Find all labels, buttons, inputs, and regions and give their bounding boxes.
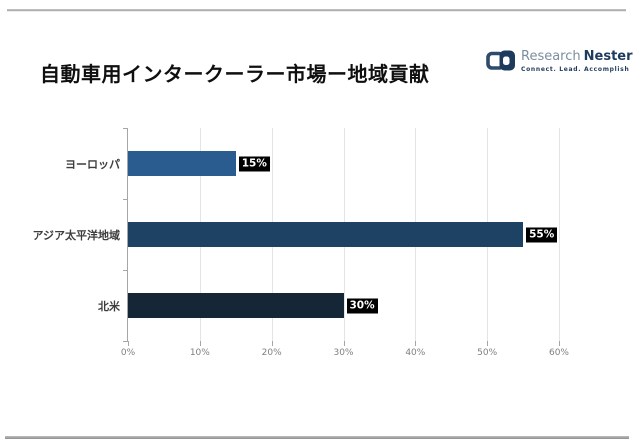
bar: 55% bbox=[128, 222, 558, 247]
x-axis-tick bbox=[559, 341, 560, 346]
category-label: アジア太平洋地域 bbox=[32, 228, 120, 242]
y-axis-tick bbox=[123, 341, 128, 342]
top-divider bbox=[7, 9, 626, 11]
logo-brand-research: Research bbox=[521, 49, 581, 64]
y-axis-tick bbox=[123, 199, 128, 200]
y-axis-tick bbox=[123, 128, 128, 129]
logo-brand: Research Nester bbox=[521, 49, 633, 64]
research-nester-logo: Research Nester Connect. Lead. Accomplish bbox=[486, 49, 633, 73]
logo-brand-nester: Nester bbox=[583, 49, 633, 64]
bar: 15% bbox=[128, 151, 270, 176]
bottom-divider bbox=[5, 436, 629, 439]
gridline bbox=[559, 128, 560, 341]
x-axis-tick bbox=[415, 341, 417, 346]
x-axis-label: 40% bbox=[405, 348, 426, 358]
x-axis-label: 60% bbox=[548, 348, 569, 358]
category-axis: ヨーロッパアジア太平洋地域北米 bbox=[0, 128, 120, 341]
x-axis-tick bbox=[128, 341, 129, 346]
x-axis-label: 50% bbox=[477, 348, 498, 358]
y-axis-tick bbox=[123, 270, 128, 271]
x-axis-label: 10% bbox=[189, 348, 210, 358]
category-label: 北米 bbox=[98, 299, 120, 313]
chain-link-icon bbox=[486, 49, 516, 72]
plot-area: 0% 10% 20% 30% 40% 50% 60% 15% 55% 30% bbox=[121, 128, 569, 358]
bar-band: 30% bbox=[128, 270, 559, 341]
x-axis-label: 0% bbox=[120, 348, 136, 358]
page-title: 自動車用インタークーラー市場ー地域貢献 bbox=[40, 62, 430, 86]
bar: 30% bbox=[128, 293, 378, 318]
logo-text: Research Nester Connect. Lead. Accomplish bbox=[521, 49, 633, 73]
x-axis-tick bbox=[271, 341, 273, 346]
bar-band: 15% bbox=[128, 128, 559, 199]
logo-tagline: Connect. Lead. Accomplish bbox=[521, 66, 630, 73]
x-axis-tick bbox=[487, 341, 489, 346]
x-axis-label: 30% bbox=[333, 348, 354, 358]
x-axis-tick bbox=[343, 341, 345, 346]
bar-band: 55% bbox=[128, 199, 559, 270]
value-label: 30% bbox=[346, 298, 378, 313]
category-label: ヨーロッパ bbox=[65, 157, 120, 171]
value-label: 55% bbox=[526, 227, 558, 242]
x-axis-label: 20% bbox=[261, 348, 282, 358]
x-axis-tick bbox=[199, 341, 201, 346]
value-label: 15% bbox=[238, 156, 270, 171]
